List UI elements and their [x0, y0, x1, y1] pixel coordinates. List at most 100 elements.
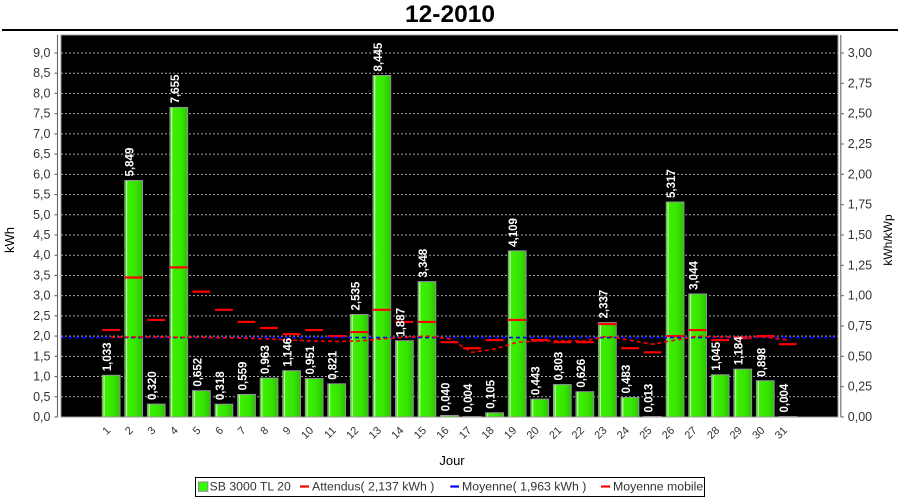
svg-text:3,0: 3,0 — [33, 289, 50, 303]
svg-text:5,5: 5,5 — [33, 188, 50, 202]
svg-text:2,50: 2,50 — [848, 107, 872, 121]
svg-text:2,337: 2,337 — [598, 290, 610, 319]
svg-text:1: 1 — [100, 425, 113, 438]
svg-text:28: 28 — [705, 425, 722, 442]
svg-text:4,0: 4,0 — [33, 248, 50, 262]
svg-text:16: 16 — [434, 425, 451, 442]
svg-text:kWh: kWh — [2, 227, 17, 253]
svg-text:3: 3 — [146, 425, 159, 438]
svg-text:5,317: 5,317 — [666, 169, 678, 198]
svg-text:1,75: 1,75 — [848, 198, 872, 212]
svg-text:2,75: 2,75 — [848, 76, 872, 90]
svg-text:2: 2 — [123, 425, 136, 438]
svg-text:0,004: 0,004 — [463, 383, 475, 412]
svg-text:2,5: 2,5 — [33, 309, 50, 323]
svg-text:1,033: 1,033 — [102, 342, 114, 371]
svg-text:7: 7 — [236, 425, 249, 438]
svg-text:kWh/kWp: kWh/kWp — [881, 214, 895, 266]
svg-text:0,963: 0,963 — [260, 345, 272, 374]
svg-text:0,951: 0,951 — [305, 345, 317, 374]
svg-text:Moyenne mobile: Moyenne mobile — [613, 480, 703, 494]
svg-text:9,0: 9,0 — [33, 46, 50, 60]
svg-text:25: 25 — [637, 425, 654, 442]
svg-text:0,898: 0,898 — [756, 347, 768, 376]
svg-text:3,044: 3,044 — [689, 261, 701, 290]
svg-text:12: 12 — [344, 425, 361, 442]
svg-text:13: 13 — [367, 425, 384, 442]
svg-text:0,318: 0,318 — [215, 371, 227, 400]
svg-text:8: 8 — [258, 425, 271, 438]
svg-text:0,50: 0,50 — [848, 349, 872, 363]
svg-text:19: 19 — [502, 425, 519, 442]
svg-text:1,184: 1,184 — [734, 336, 746, 365]
svg-text:1,887: 1,887 — [395, 308, 407, 337]
svg-text:30: 30 — [750, 425, 767, 442]
svg-text:0,559: 0,559 — [237, 362, 249, 391]
svg-text:SB 3000 TL 20: SB 3000 TL 20 — [210, 480, 292, 494]
svg-text:6,0: 6,0 — [33, 167, 50, 181]
svg-text:4,5: 4,5 — [33, 228, 50, 242]
svg-text:11: 11 — [322, 425, 339, 442]
svg-text:7,655: 7,655 — [170, 74, 182, 103]
svg-text:0,040: 0,040 — [441, 383, 453, 412]
svg-text:15: 15 — [412, 425, 429, 442]
svg-text:29: 29 — [728, 425, 745, 442]
svg-text:0,004: 0,004 — [779, 383, 791, 412]
svg-text:18: 18 — [480, 425, 497, 442]
svg-text:23: 23 — [592, 425, 609, 442]
svg-text:3,348: 3,348 — [418, 248, 430, 277]
svg-text:1,50: 1,50 — [848, 228, 872, 242]
svg-text:9: 9 — [281, 425, 294, 438]
svg-text:0,821: 0,821 — [328, 350, 340, 379]
svg-text:5,0: 5,0 — [33, 208, 50, 222]
svg-text:17: 17 — [457, 425, 474, 442]
svg-text:Jour: Jour — [439, 453, 465, 468]
svg-text:2,00: 2,00 — [848, 167, 872, 181]
svg-text:8,5: 8,5 — [33, 66, 50, 80]
svg-text:0,75: 0,75 — [848, 319, 872, 333]
svg-text:0,320: 0,320 — [147, 371, 159, 400]
svg-text:5,849: 5,849 — [125, 148, 137, 177]
svg-text:14: 14 — [389, 425, 406, 442]
svg-text:4: 4 — [168, 425, 181, 438]
svg-text:21: 21 — [547, 425, 564, 442]
svg-text:0,25: 0,25 — [848, 380, 872, 394]
svg-text:10: 10 — [299, 425, 316, 442]
svg-text:0,0: 0,0 — [33, 410, 50, 424]
svg-text:1,00: 1,00 — [848, 289, 872, 303]
svg-text:Attendus( 2,137 kWh ): Attendus( 2,137 kWh ) — [312, 480, 434, 494]
svg-text:0,483: 0,483 — [621, 365, 633, 394]
svg-text:0,00: 0,00 — [848, 410, 872, 424]
svg-text:31: 31 — [773, 425, 790, 442]
svg-text:0,443: 0,443 — [531, 366, 543, 395]
svg-text:Moyenne( 1,963 kWh ): Moyenne( 1,963 kWh ) — [462, 480, 586, 494]
svg-text:1,045: 1,045 — [711, 341, 723, 370]
svg-text:1,146: 1,146 — [283, 338, 295, 367]
svg-text:0,626: 0,626 — [576, 359, 588, 388]
svg-text:0,652: 0,652 — [192, 358, 204, 387]
svg-text:0,803: 0,803 — [553, 352, 565, 381]
svg-text:3,00: 3,00 — [848, 46, 872, 60]
svg-text:2,0: 2,0 — [33, 329, 50, 343]
svg-text:22: 22 — [570, 425, 587, 442]
svg-text:8,0: 8,0 — [33, 86, 50, 100]
svg-text:5: 5 — [191, 425, 204, 438]
svg-text:27: 27 — [683, 425, 700, 442]
svg-text:3,5: 3,5 — [33, 268, 50, 282]
svg-text:0,5: 0,5 — [33, 390, 50, 404]
svg-text:8,445: 8,445 — [373, 42, 385, 71]
svg-text:20: 20 — [525, 425, 542, 442]
svg-text:7,5: 7,5 — [33, 107, 50, 121]
svg-text:2,535: 2,535 — [350, 281, 362, 310]
svg-text:0,013: 0,013 — [644, 384, 656, 413]
svg-text:24: 24 — [615, 425, 632, 442]
svg-text:12-2010: 12-2010 — [405, 1, 495, 28]
svg-text:1,25: 1,25 — [848, 258, 872, 272]
svg-text:26: 26 — [660, 425, 677, 442]
svg-text:7,0: 7,0 — [33, 127, 50, 141]
svg-text:1,0: 1,0 — [33, 370, 50, 384]
svg-text:0,105: 0,105 — [486, 379, 498, 408]
svg-text:2,25: 2,25 — [848, 137, 872, 151]
svg-text:6,5: 6,5 — [33, 147, 50, 161]
svg-text:6: 6 — [213, 425, 226, 438]
